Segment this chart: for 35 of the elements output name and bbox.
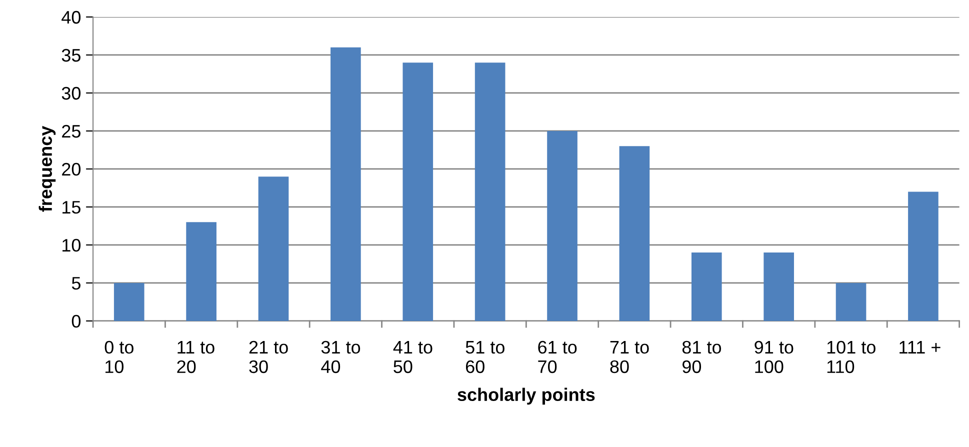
y-tick-label: 25 [62, 124, 80, 138]
x-axis-title: scholarly points [458, 388, 595, 405]
bar [402, 62, 434, 321]
bar [619, 146, 650, 321]
x-tick-label: 51 to 60 [466, 341, 504, 374]
y-tick-label: 20 [62, 162, 81, 176]
y-tick-label: 40 [62, 10, 81, 24]
y-tick-label: 0 [72, 314, 81, 328]
bar [764, 252, 794, 321]
x-tick-label: 71 to 80 [610, 341, 649, 374]
x-tick-label: 91 to 100 [754, 340, 794, 374]
y-tick-label: 15 [62, 201, 80, 214]
bar [908, 192, 938, 321]
bar [114, 282, 144, 321]
y-tick-label: 5 [72, 277, 80, 290]
x-tick-label: 11 to 20 [177, 341, 214, 374]
bar [186, 222, 216, 321]
y-axis-title: frequency [38, 126, 56, 212]
y-tick-label: 35 [62, 48, 80, 62]
x-tick-label: 21 to 30 [249, 340, 288, 374]
bar [836, 282, 866, 321]
bar [258, 176, 289, 321]
x-tick-label: 81 to 90 [682, 340, 722, 374]
bar [474, 62, 506, 321]
x-tick-label: 0 to 10 [104, 340, 134, 374]
bar [547, 130, 578, 321]
bar [330, 47, 361, 321]
x-tick-label: 101 to 110 [827, 340, 876, 374]
bar [691, 252, 722, 321]
x-tick-label: 61 to 70 [538, 340, 577, 374]
y-tick-label: 10 [62, 238, 81, 252]
x-tick-label: 111 + [900, 341, 940, 354]
y-tick-label: 30 [62, 86, 81, 100]
x-tick-label: 41 to 50 [393, 341, 432, 374]
x-tick-label: 31 to 40 [321, 340, 360, 374]
